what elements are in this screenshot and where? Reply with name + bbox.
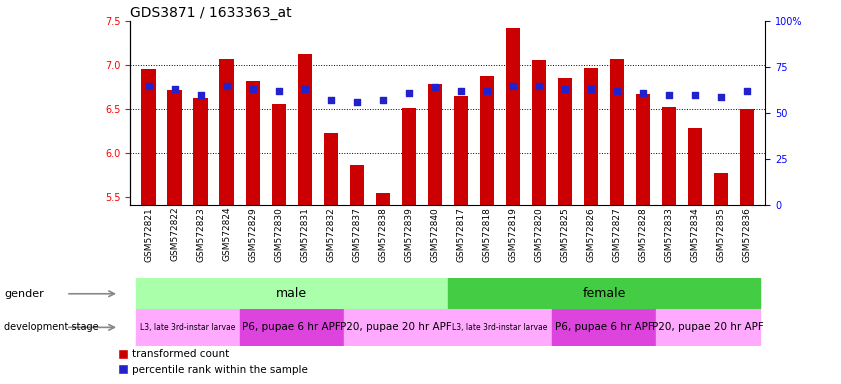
Text: P6, pupae 6 hr APF: P6, pupae 6 hr APF <box>554 322 653 333</box>
Point <box>506 83 520 89</box>
Point <box>740 88 754 94</box>
Bar <box>552 309 656 346</box>
Bar <box>714 173 728 205</box>
Bar <box>428 84 442 205</box>
Text: P6, pupae 6 hr APF: P6, pupae 6 hr APF <box>242 322 341 333</box>
Point <box>194 92 208 98</box>
Point <box>558 86 572 93</box>
Point <box>324 97 337 103</box>
Bar <box>558 78 572 205</box>
Bar <box>662 107 676 205</box>
Bar <box>532 60 546 205</box>
Point <box>272 88 285 94</box>
Bar <box>610 59 624 205</box>
Text: L3, late 3rd-instar larvae: L3, late 3rd-instar larvae <box>452 323 547 332</box>
Point <box>714 94 727 100</box>
Bar <box>135 309 240 346</box>
Text: GDS3871 / 1633363_at: GDS3871 / 1633363_at <box>130 6 292 20</box>
Bar <box>220 59 234 205</box>
Bar <box>584 68 598 205</box>
Point <box>428 84 442 91</box>
Bar <box>656 309 760 346</box>
Point <box>454 88 468 94</box>
Text: female: female <box>582 287 626 300</box>
Point <box>480 88 494 94</box>
Text: male: male <box>276 287 307 300</box>
Bar <box>344 309 447 346</box>
Bar <box>740 109 754 205</box>
Point <box>402 90 415 96</box>
Point <box>637 90 650 96</box>
Text: P20, pupae 20 hr APF: P20, pupae 20 hr APF <box>652 322 764 333</box>
Bar <box>240 309 344 346</box>
Bar <box>350 165 364 205</box>
Point <box>142 83 156 89</box>
Point <box>611 88 624 94</box>
Bar <box>453 96 468 205</box>
Point <box>168 86 182 93</box>
Bar <box>246 81 260 205</box>
Point <box>220 83 233 89</box>
Bar <box>447 278 760 309</box>
Bar <box>688 128 702 205</box>
Bar <box>135 278 447 309</box>
Bar <box>402 108 416 205</box>
Bar <box>324 134 338 205</box>
Bar <box>376 193 390 205</box>
Point <box>298 86 311 93</box>
Point <box>584 86 598 93</box>
Bar <box>298 54 312 205</box>
Text: gender: gender <box>4 289 44 299</box>
Bar <box>167 89 182 205</box>
Text: development stage: development stage <box>4 322 99 333</box>
Point <box>532 83 546 89</box>
Legend: transformed count, percentile rank within the sample: transformed count, percentile rank withi… <box>114 345 312 379</box>
Point <box>376 97 389 103</box>
Bar <box>636 94 650 205</box>
Bar <box>141 70 156 205</box>
Point <box>350 99 363 105</box>
Point <box>246 86 259 93</box>
Point <box>688 92 701 98</box>
Point <box>663 92 676 98</box>
Bar <box>272 104 286 205</box>
Bar <box>505 28 520 205</box>
Text: L3, late 3rd-instar larvae: L3, late 3rd-instar larvae <box>140 323 235 332</box>
Bar <box>193 98 208 205</box>
Bar <box>479 76 494 205</box>
Bar <box>447 309 552 346</box>
Text: P20, pupae 20 hr APF: P20, pupae 20 hr APF <box>340 322 452 333</box>
